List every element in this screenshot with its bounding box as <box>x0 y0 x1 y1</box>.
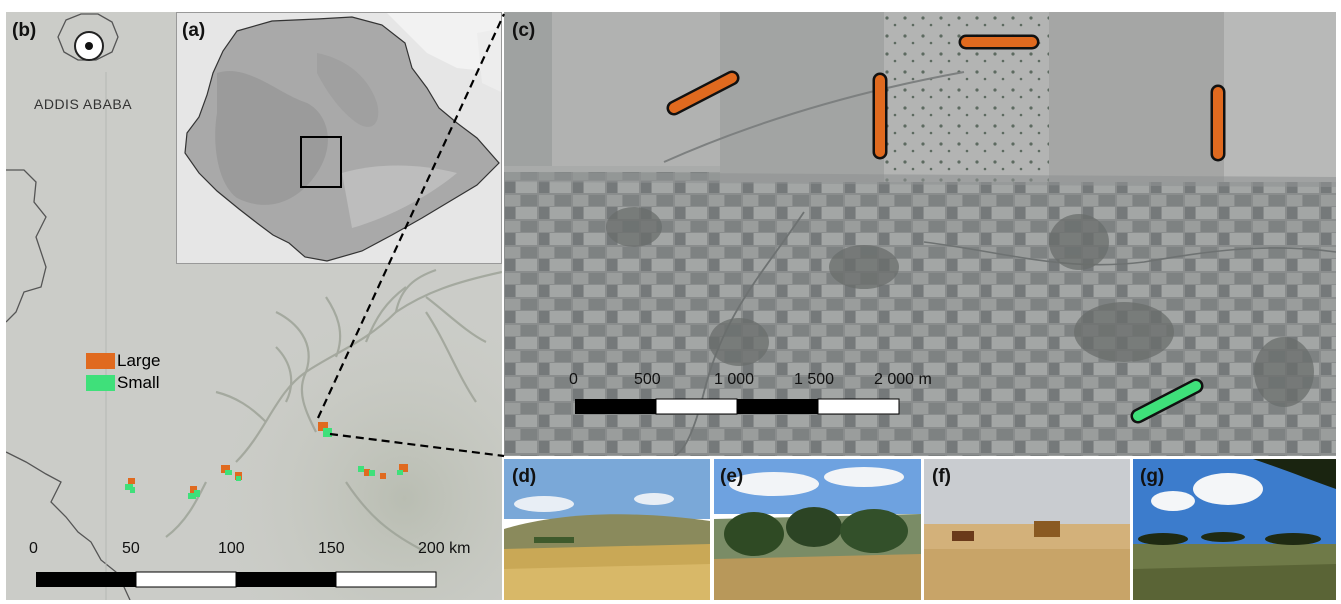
panel-label-b: (b) <box>12 20 37 41</box>
legend-swatch-small <box>86 375 115 391</box>
panel-label-c: (c) <box>512 20 536 41</box>
scale-bar-km <box>36 571 437 588</box>
scale-m-tick-1000: 1 000 <box>714 371 755 388</box>
legend-item-large: Large <box>86 350 160 372</box>
satellite-graphic <box>504 12 1336 456</box>
scale-m-tick-0: 0 <box>569 371 578 388</box>
transect-large <box>666 70 740 116</box>
site-markers <box>125 422 408 499</box>
scale-m-tick-1500: 1 500 <box>794 371 835 388</box>
photo-d <box>504 459 710 600</box>
photo-f <box>924 459 1130 600</box>
scale-km-tick-100: 100 <box>218 540 245 557</box>
country-inset-graphic <box>177 13 501 263</box>
scale-m-tick-500: 500 <box>634 371 661 388</box>
satellite-image <box>504 12 1336 456</box>
photo-g <box>1133 459 1336 600</box>
scale-km-tick-200: 200 km <box>418 540 471 557</box>
scale-km-tick-0: 0 <box>29 540 38 557</box>
transect-small <box>1130 378 1204 424</box>
legend-swatch-large <box>86 353 115 369</box>
large-transects <box>666 34 1226 162</box>
scale-m-tick-2000: 2 000 m <box>874 371 932 388</box>
legend-item-small: Small <box>86 372 160 394</box>
photo-e <box>714 459 921 600</box>
legend-label-small: Small <box>117 373 160 392</box>
legend-label-large: Large <box>117 351 161 370</box>
scale-km-tick-150: 150 <box>318 540 345 557</box>
country-inset-map <box>176 12 502 264</box>
panel-label-e: (e) <box>720 466 744 487</box>
panel-label-g: (g) <box>1140 466 1165 487</box>
legend: Large Small <box>86 350 160 394</box>
city-label: ADDIS ABABA <box>34 96 133 112</box>
scale-bar-m <box>575 398 900 415</box>
study-area-box <box>300 136 342 188</box>
escarpment-rivers <box>165 268 502 553</box>
scale-km-tick-50: 50 <box>122 540 140 557</box>
panel-label-d: (d) <box>512 466 537 487</box>
panel-label-a: (a) <box>182 20 206 41</box>
panel-label-f: (f) <box>932 466 951 487</box>
